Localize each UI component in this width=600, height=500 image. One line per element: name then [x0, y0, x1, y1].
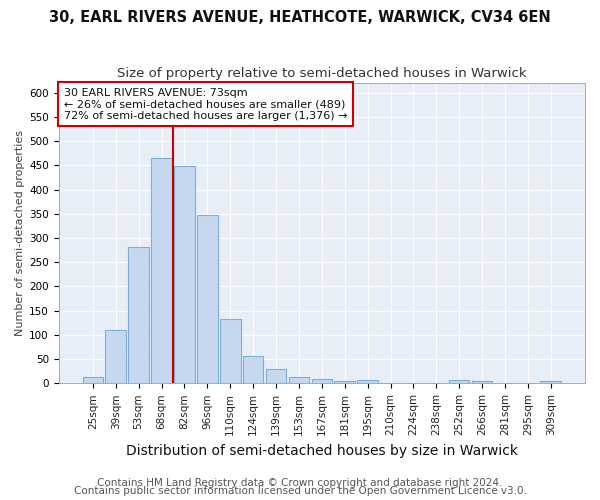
Bar [358, 380, 378, 384]
Bar [220, 319, 241, 384]
Bar [83, 377, 103, 384]
Text: Contains HM Land Registry data © Crown copyright and database right 2024.: Contains HM Land Registry data © Crown c… [97, 478, 503, 488]
Bar [128, 246, 149, 384]
Title: Size of property relative to semi-detached houses in Warwick: Size of property relative to semi-detach… [117, 68, 527, 80]
Bar [266, 369, 286, 384]
Bar [151, 158, 172, 384]
Bar [197, 216, 218, 384]
Bar [174, 166, 195, 384]
Bar [449, 380, 469, 384]
Y-axis label: Number of semi-detached properties: Number of semi-detached properties [15, 130, 25, 336]
Bar [243, 356, 263, 384]
Bar [334, 381, 355, 384]
Text: 30, EARL RIVERS AVENUE, HEATHCOTE, WARWICK, CV34 6EN: 30, EARL RIVERS AVENUE, HEATHCOTE, WARWI… [49, 10, 551, 25]
Bar [311, 379, 332, 384]
Bar [289, 377, 309, 384]
Text: Contains public sector information licensed under the Open Government Licence v3: Contains public sector information licen… [74, 486, 526, 496]
X-axis label: Distribution of semi-detached houses by size in Warwick: Distribution of semi-detached houses by … [126, 444, 518, 458]
Bar [472, 381, 493, 384]
Bar [106, 330, 126, 384]
Bar [541, 381, 561, 384]
Text: 30 EARL RIVERS AVENUE: 73sqm
← 26% of semi-detached houses are smaller (489)
72%: 30 EARL RIVERS AVENUE: 73sqm ← 26% of se… [64, 88, 347, 121]
